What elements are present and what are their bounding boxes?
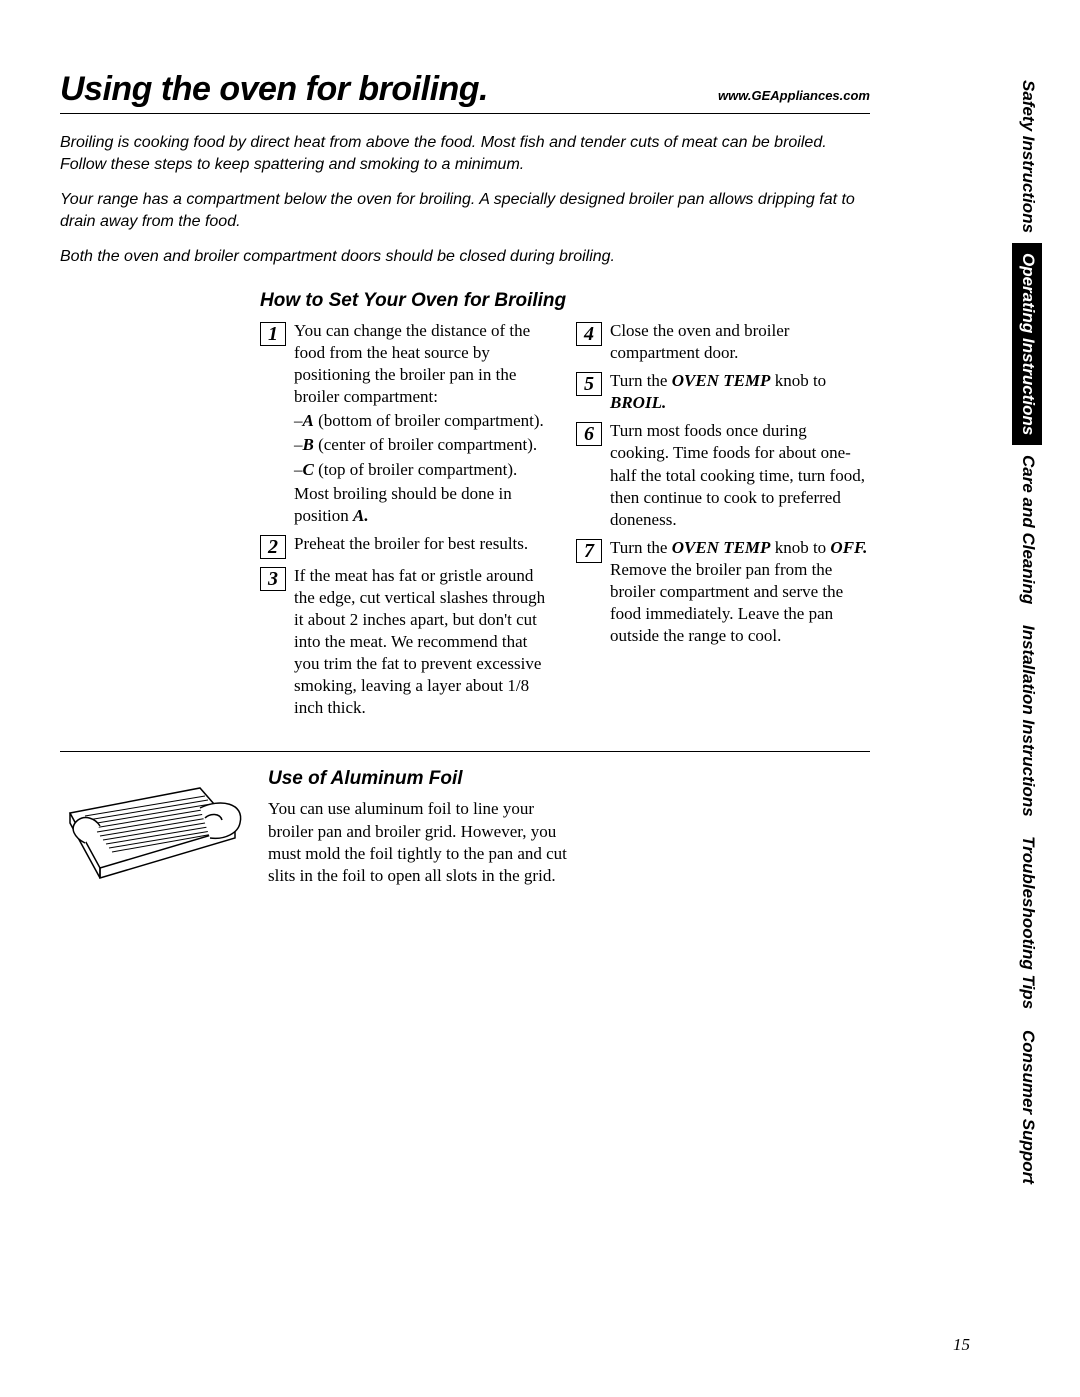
steps-columns: 1 You can change the distance of the foo… (260, 320, 870, 726)
dash: – (294, 460, 303, 479)
step-number-icon: 3 (260, 567, 286, 591)
step-2-body: Preheat the broiler for best results. (294, 533, 554, 555)
manual-page: Using the oven for broiling. www.GEAppli… (0, 0, 1080, 1397)
left-column: 1 You can change the distance of the foo… (260, 320, 554, 726)
step-number-icon: 4 (576, 322, 602, 346)
b-desc: (center of broiler compartment). (314, 435, 537, 454)
step-number-icon: 2 (260, 535, 286, 559)
section-divider (60, 751, 870, 752)
step-2: 2 Preheat the broiler for best results. (260, 533, 554, 559)
step-4-body: Close the oven and broiler compartment d… (610, 320, 870, 364)
s7-b1: OVEN TEMP (672, 538, 771, 557)
page-number: 15 (953, 1335, 970, 1355)
section2-body: You can use aluminum foil to line your b… (268, 798, 578, 886)
step-1-b: –B (center of broiler compartment). (308, 434, 554, 456)
s5-b1: OVEN TEMP (672, 371, 771, 390)
content-area: Using the oven for broiling. www.GEAppli… (60, 70, 870, 903)
label-c: C (303, 460, 314, 479)
step-1-a: –A (bottom of broiler compartment). (308, 410, 554, 432)
broiler-pan-illustration-icon (60, 768, 250, 903)
step-6-body: Turn most foods once during cooking. Tim… (610, 420, 870, 530)
tab-safety[interactable]: Safety Instructions (1012, 70, 1042, 243)
foil-text-column: Use of Aluminum Foil You can use aluminu… (268, 768, 578, 903)
header-row: Using the oven for broiling. www.GEAppli… (60, 70, 870, 114)
header-url: www.GEAppliances.com (718, 88, 870, 103)
tab-care[interactable]: Care and Cleaning (1012, 445, 1042, 614)
s5-mid: knob to (770, 371, 826, 390)
dash: – (294, 411, 303, 430)
s7-b2: OFF. (830, 538, 867, 557)
step-1-tail: Most broiling should be done in position… (294, 483, 554, 527)
a-desc: (bottom of broiler compartment). (314, 411, 544, 430)
section-how-to-set: How to Set Your Oven for Broiling 1 You … (260, 290, 870, 726)
intro-paragraph-3: Both the oven and broiler compartment do… (60, 246, 870, 268)
step-1-body: You can change the distance of the food … (294, 320, 554, 527)
intro-paragraph-2: Your range has a compartment below the o… (60, 189, 870, 232)
step-number-icon: 5 (576, 372, 602, 396)
section1-title: How to Set Your Oven for Broiling (260, 290, 870, 312)
step-1: 1 You can change the distance of the foo… (260, 320, 554, 527)
s7-pre: Turn the (610, 538, 672, 557)
tab-operating[interactable]: Operating Instructions (1012, 243, 1042, 445)
step-7-body: Turn the OVEN TEMP knob to OFF. Remove t… (610, 537, 870, 647)
page-title: Using the oven for broiling. (60, 70, 488, 109)
tab-troubleshooting[interactable]: Troubleshooting Tips (1012, 826, 1042, 1019)
label-a: A (303, 411, 314, 430)
tail-b: A. (353, 506, 369, 525)
step-number-icon: 1 (260, 322, 286, 346)
side-tabs: Safety Instructions Operating Instructio… (1012, 70, 1042, 1193)
section2-title: Use of Aluminum Foil (268, 768, 578, 790)
tail-pre: Most broiling should be done in position (294, 484, 512, 525)
tab-consumer[interactable]: Consumer Support (1012, 1020, 1042, 1194)
label-b: B (303, 435, 314, 454)
step-number-icon: 7 (576, 539, 602, 563)
c-desc: (top of broiler compartment). (314, 460, 517, 479)
right-column: 4 Close the oven and broiler compartment… (576, 320, 870, 726)
step-7: 7 Turn the OVEN TEMP knob to OFF. Remove… (576, 537, 870, 647)
step-5: 5 Turn the OVEN TEMP knob to BROIL. (576, 370, 870, 414)
step-number-icon: 6 (576, 422, 602, 446)
intro-paragraph-1: Broiling is cooking food by direct heat … (60, 132, 870, 175)
step-5-body: Turn the OVEN TEMP knob to BROIL. (610, 370, 870, 414)
s5-b2: BROIL. (610, 393, 666, 412)
step-1-lead: You can change the distance of the food … (294, 321, 530, 406)
tab-installation[interactable]: Installation Instructions (1012, 615, 1042, 827)
step-3-body: If the meat has fat or gristle around th… (294, 565, 554, 720)
step-3: 3 If the meat has fat or gristle around … (260, 565, 554, 720)
s7-mid: knob to (770, 538, 830, 557)
step-4: 4 Close the oven and broiler compartment… (576, 320, 870, 364)
section-foil: Use of Aluminum Foil You can use aluminu… (60, 768, 870, 903)
step-6: 6 Turn most foods once during cooking. T… (576, 420, 870, 530)
s5-pre: Turn the (610, 371, 672, 390)
s7-tail: Remove the broiler pan from the broiler … (610, 560, 843, 645)
dash: – (294, 435, 303, 454)
step-1-c: –C (top of broiler compartment). (308, 459, 554, 481)
